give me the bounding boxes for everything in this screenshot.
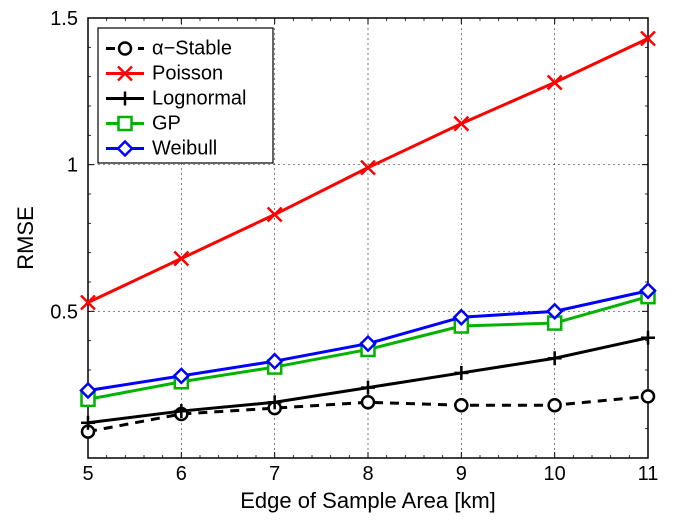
y-axis-label: RMSE	[13, 206, 38, 270]
xtick-label: 5	[82, 463, 93, 485]
legend: α−Stable Poisson Lognormal GP Weibull	[98, 28, 273, 163]
rmse-chart: 5 6 7 8 9 10 11 0.5 1 1.5 Edge of Sample Area [km]…	[0, 0, 678, 525]
legend-label: Poisson	[152, 63, 223, 85]
xtick-label: 6	[176, 463, 187, 485]
legend-label: GP	[152, 113, 181, 135]
ytick-label: 1	[67, 155, 78, 177]
x-axis-label: Edge of Sample Area [km]	[240, 488, 496, 513]
xtick-label: 10	[544, 463, 566, 485]
ytick-label: 1.5	[50, 8, 78, 30]
ytick-label: 0.5	[50, 301, 78, 323]
xtick-label: 9	[456, 463, 467, 485]
legend-label: Weibull	[152, 138, 217, 160]
legend-label: α−Stable	[152, 38, 232, 60]
legend-label: Lognormal	[152, 88, 247, 110]
xtick-label: 7	[269, 463, 280, 485]
xtick-label: 8	[362, 463, 373, 485]
xtick-label: 11	[638, 463, 659, 485]
